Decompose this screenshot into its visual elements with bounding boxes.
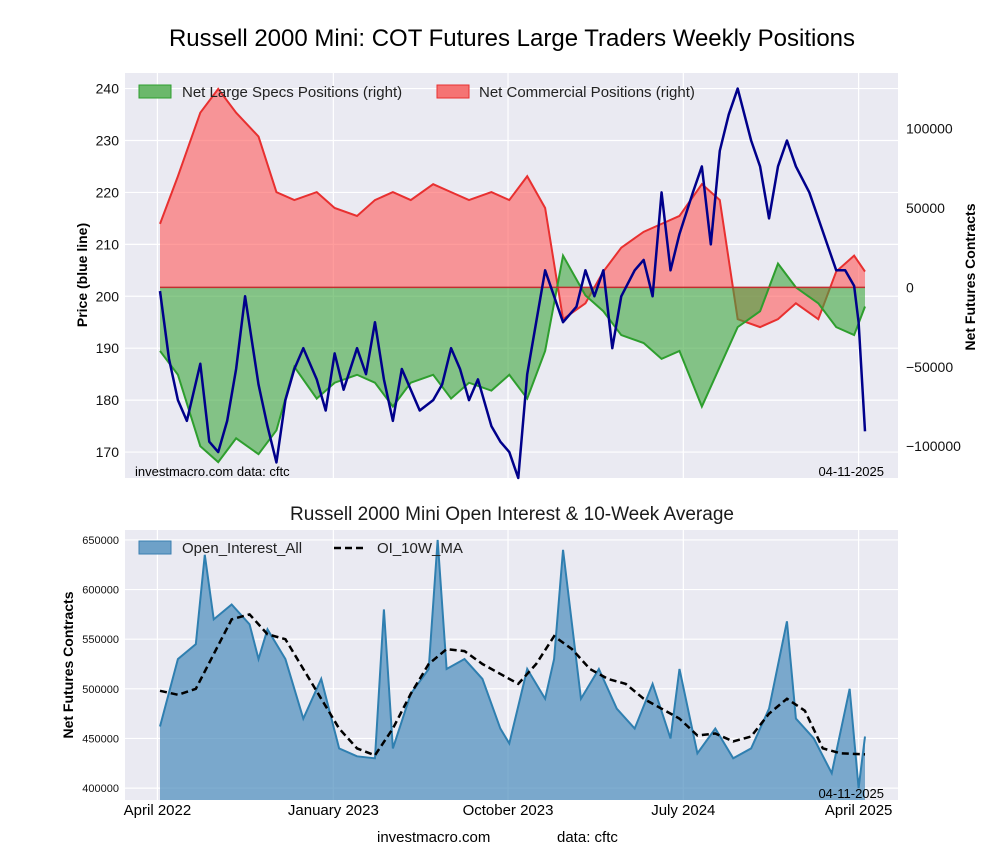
- top-right-tick-label: −100000: [906, 438, 961, 454]
- bottom-legend: Open_Interest_All OI_10W_MA: [138, 540, 463, 557]
- legend-label-ma: OI_10W_MA: [377, 540, 463, 557]
- bottom-watermark-date: 04-11-2025: [818, 786, 884, 801]
- top-position-areas: [159, 87, 866, 464]
- bottom-y-axis-ticks: 400000 450000 500000 550000 600000 650000: [82, 535, 119, 795]
- top-left-tick-label: 220: [96, 184, 120, 200]
- legend-label-open-interest: Open_Interest_All: [182, 540, 302, 557]
- top-left-tick-label: 210: [96, 236, 120, 252]
- bottom-y-tick-label: 600000: [82, 585, 119, 597]
- top-right-tick-label: −50000: [906, 359, 953, 375]
- bottom-chart-title: Russell 2000 Mini Open Interest & 10-Wee…: [290, 504, 734, 525]
- large-specs-area-line: [159, 252, 866, 464]
- open-interest-fill: [160, 539, 865, 800]
- legend-swatch-large-specs: [138, 84, 172, 99]
- top-price-line: [158, 87, 867, 480]
- top-right-axis-ticks: 100000 50000 0 −50000 −100000: [906, 121, 961, 455]
- commercial-area-line: [159, 87, 866, 329]
- top-left-tick-label: 190: [96, 340, 120, 356]
- top-left-tick-label: 230: [96, 133, 120, 149]
- legend-label-commercial: Net Commercial Positions (right): [479, 84, 695, 101]
- top-left-tick-label: 200: [96, 288, 120, 304]
- x-tick-label: April 2022: [124, 802, 192, 819]
- top-legend: Net Large Specs Positions (right) Net Co…: [138, 84, 695, 101]
- x-axis-ticks: April 2022 January 2023 October 2023 July 2…: [124, 802, 893, 819]
- price-line-path: [158, 87, 867, 480]
- legend-label-large-specs: Net Large Specs Positions (right): [182, 84, 402, 101]
- large-specs-area-fill: [160, 255, 865, 463]
- footer-source-site: investmacro.com: [377, 829, 490, 846]
- top-left-tick-label: 170: [96, 444, 120, 460]
- top-left-axis-label: Price (blue line): [74, 223, 90, 327]
- top-chart-title: Russell 2000 Mini: COT Futures Large Tra…: [169, 25, 855, 52]
- top-right-tick-label: 50000: [906, 200, 945, 216]
- ma-line-path: [159, 612, 866, 757]
- x-tick-label: October 2023: [463, 802, 554, 819]
- bottom-y-tick-label: 500000: [82, 684, 119, 696]
- x-tick-label: July 2024: [651, 802, 715, 819]
- top-right-axis-label: Net Futures Contracts: [962, 203, 978, 350]
- legend-swatch-open-interest: [138, 540, 172, 555]
- top-watermark-date: 04-11-2025: [818, 464, 884, 479]
- top-left-axis-ticks: 170 180 190 200 210 220 230 240: [96, 81, 120, 460]
- top-right-tick-label: 100000: [906, 121, 953, 137]
- top-left-tick-label: 240: [96, 81, 120, 97]
- bottom-y-tick-label: 400000: [82, 783, 119, 795]
- bottom-y-tick-label: 650000: [82, 535, 119, 547]
- top-left-tick-label: 180: [96, 392, 120, 408]
- bottom-y-axis-label: Net Futures Contracts: [60, 591, 76, 738]
- x-tick-label: April 2025: [825, 802, 893, 819]
- footer-source-data: data: cftc: [557, 829, 618, 846]
- commercial-area-fill: [160, 88, 865, 328]
- legend-swatch-commercial: [436, 84, 470, 99]
- x-tick-label: January 2023: [288, 802, 379, 819]
- oi-10w-ma-line: [159, 612, 866, 757]
- top-right-tick-label: 0: [906, 279, 914, 295]
- top-watermark-source: investmacro.com data: cftc: [135, 464, 290, 479]
- bottom-y-tick-label: 450000: [82, 733, 119, 745]
- bottom-y-tick-label: 550000: [82, 634, 119, 646]
